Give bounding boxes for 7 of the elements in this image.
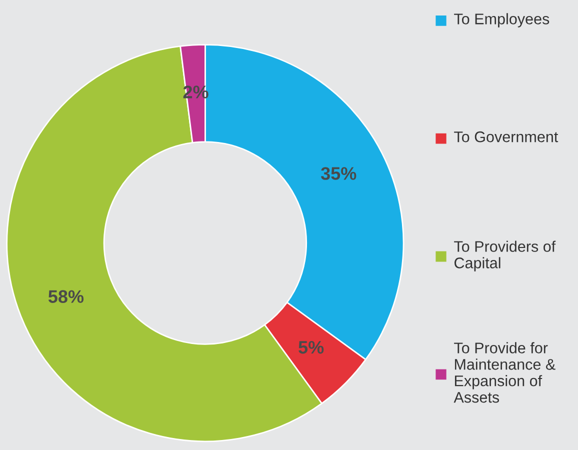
data-label: 35% <box>320 167 356 180</box>
data-label: 5% <box>298 340 324 354</box>
legend-label: To Providers of Capital <box>454 240 556 272</box>
legend-label: To Provide for Maintenance & Expansion of Assets <box>454 342 556 403</box>
legend-label: To Government <box>454 131 558 142</box>
legend-label: To Employees <box>454 13 550 28</box>
data-label: 58% <box>48 290 84 303</box>
